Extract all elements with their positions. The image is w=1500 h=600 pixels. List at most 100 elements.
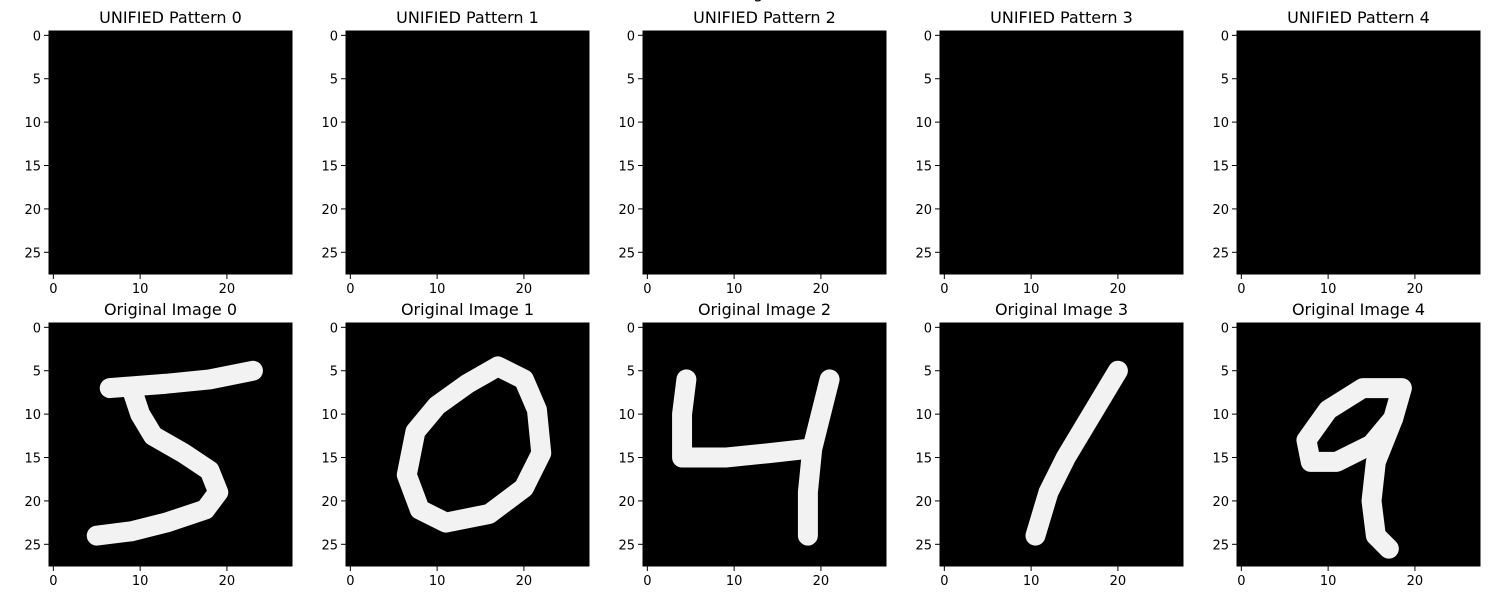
image <box>1237 31 1480 274</box>
y-tick-label: 20 <box>321 203 338 218</box>
x-tick-label: 20 <box>1407 282 1424 297</box>
x-tick-label: 0 <box>49 574 57 589</box>
y-tick-label: 20 <box>618 495 635 510</box>
y-tick-label: 15 <box>1212 160 1229 175</box>
x-tick-label: 0 <box>940 574 948 589</box>
x-tick-label: 0 <box>49 282 57 297</box>
y-tick-label: 0 <box>33 29 41 44</box>
y-tick-label: 15 <box>618 160 635 175</box>
digit-stroke <box>672 369 818 468</box>
y-tick-label: 25 <box>321 246 338 261</box>
y-tick-label: 5 <box>330 365 338 380</box>
axes-title: Original Image 1 <box>401 300 534 319</box>
x-tick-label: 10 <box>429 574 446 589</box>
x-tick-label: 0 <box>1237 282 1245 297</box>
axes-frame <box>48 322 293 567</box>
axes: 0 10 20 0 5 10 15 20 25 Original Image 1 <box>321 300 590 589</box>
y-tick-label: 5 <box>1221 73 1229 88</box>
y-tick-label: 5 <box>924 365 932 380</box>
x-tick-label: 10 <box>726 574 743 589</box>
image <box>940 323 1183 566</box>
x-tick-label: 10 <box>132 574 149 589</box>
axes-frame <box>345 30 590 275</box>
axes-title: UNIFIED Pattern 0 <box>99 8 242 27</box>
x-tick-label: 10 <box>429 282 446 297</box>
y-tick-label: 25 <box>618 246 635 261</box>
axes-title: Original Image 0 <box>104 300 237 319</box>
axes-frame <box>48 30 293 275</box>
y-tick-label: 0 <box>33 321 41 336</box>
y-tick-label: 20 <box>24 495 41 510</box>
axes-frame <box>642 30 887 275</box>
axes: 0 10 20 0 5 10 15 20 25 Original Image 3 <box>915 300 1184 589</box>
axes: 0 10 20 0 5 10 15 20 25 UNIFIED Pattern 1 <box>321 8 590 297</box>
y-tick-label: 15 <box>1212 452 1229 467</box>
y-tick-label: 10 <box>1212 408 1229 423</box>
x-tick-label: 20 <box>516 282 533 297</box>
x-tick-label: 20 <box>813 282 830 297</box>
y-tick-label: 0 <box>1221 321 1229 336</box>
axes-title: UNIFIED Pattern 1 <box>396 8 539 27</box>
y-tick-label: 0 <box>1221 29 1229 44</box>
x-tick-label: 20 <box>219 282 236 297</box>
x-tick-label: 0 <box>346 574 354 589</box>
y-tick-label: 10 <box>321 408 338 423</box>
y-tick-label: 5 <box>924 73 932 88</box>
axes-frame <box>1236 322 1481 567</box>
axes-title: UNIFIED Pattern 2 <box>693 8 836 27</box>
x-tick-label: 10 <box>1023 282 1040 297</box>
axes: 0 10 20 0 5 10 15 20 25 UNIFIED Pattern 3 <box>915 8 1184 297</box>
y-tick-label: 15 <box>321 452 338 467</box>
axes-title: Original Image 3 <box>995 300 1128 319</box>
y-tick-label: 15 <box>321 160 338 175</box>
axes: 0 10 20 0 5 10 15 20 25 UNIFIED Pattern 2 <box>618 8 887 297</box>
x-tick-label: 0 <box>940 282 948 297</box>
x-tick-label: 10 <box>1023 574 1040 589</box>
image <box>643 31 886 274</box>
x-tick-label: 0 <box>643 282 651 297</box>
y-tick-label: 25 <box>915 538 932 553</box>
y-tick-label: 5 <box>330 73 338 88</box>
axes: 0 10 20 0 5 10 15 20 25 UNIFIED Pattern 4 <box>1212 8 1481 297</box>
y-tick-label: 0 <box>627 321 635 336</box>
image <box>49 31 292 274</box>
y-tick-label: 5 <box>1221 365 1229 380</box>
x-tick-label: 10 <box>726 282 743 297</box>
y-tick-label: 25 <box>321 538 338 553</box>
y-tick-label: 5 <box>33 73 41 88</box>
x-tick-label: 10 <box>1320 282 1337 297</box>
y-tick-label: 0 <box>924 321 932 336</box>
x-tick-label: 20 <box>1407 574 1424 589</box>
y-tick-label: 15 <box>24 452 41 467</box>
y-tick-label: 20 <box>1212 203 1229 218</box>
y-tick-label: 5 <box>627 365 635 380</box>
axes-title: UNIFIED Pattern 4 <box>1287 8 1430 27</box>
figure-title: UNIFIED vs Original Patterns <box>637 0 863 2</box>
axes-title: Original Image 4 <box>1292 300 1425 319</box>
axes-title: UNIFIED Pattern 3 <box>990 8 1133 27</box>
image <box>346 31 589 274</box>
axes-frame <box>1236 30 1481 275</box>
axes: 0 10 20 0 5 10 15 20 25 Original Image 0 <box>24 300 293 589</box>
image <box>346 323 589 566</box>
x-tick-label: 10 <box>132 282 149 297</box>
axes: 0 10 20 0 5 10 15 20 25 Original Image 2 <box>618 300 887 589</box>
y-tick-label: 5 <box>627 73 635 88</box>
y-tick-label: 0 <box>627 29 635 44</box>
digit-stroke <box>797 369 840 546</box>
axes-frame <box>345 322 590 567</box>
x-tick-label: 20 <box>219 574 236 589</box>
y-tick-label: 20 <box>321 495 338 510</box>
y-tick-label: 20 <box>1212 495 1229 510</box>
axes-frame <box>939 322 1184 567</box>
axes-frame <box>939 30 1184 275</box>
y-tick-label: 0 <box>330 29 338 44</box>
y-tick-label: 25 <box>915 246 932 261</box>
y-tick-label: 10 <box>618 408 635 423</box>
y-tick-label: 25 <box>618 538 635 553</box>
x-tick-label: 20 <box>516 574 533 589</box>
x-tick-label: 20 <box>1110 282 1127 297</box>
digit-stroke <box>1025 360 1128 546</box>
x-tick-label: 20 <box>1110 574 1127 589</box>
